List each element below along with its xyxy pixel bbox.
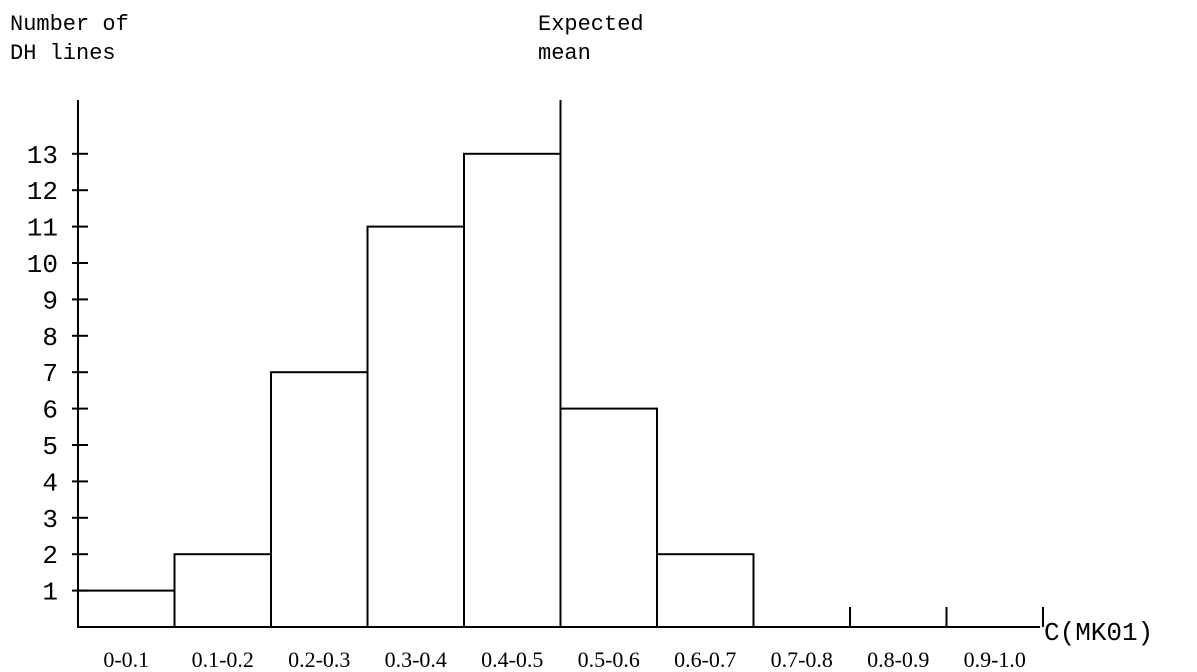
x-category-label-0.5-0.6: 0.5-0.6 <box>578 647 640 672</box>
x-category-label-0-0.1: 0-0.1 <box>103 647 149 672</box>
y-tick-label-6: 6 <box>42 396 58 426</box>
y-tick-label-4: 4 <box>42 468 58 498</box>
axes-group <box>77 100 1040 628</box>
bar-0.1-0.2 <box>173 553 272 629</box>
x-category-label-0.4-0.5: 0.4-0.5 <box>481 647 543 672</box>
bar-0.2-0.3 <box>270 371 369 629</box>
y-tick-label-8: 8 <box>42 323 58 353</box>
y-tick-label-12: 12 <box>27 177 58 207</box>
bar-0.4-0.5 <box>463 152 562 629</box>
x-category-label-0.7-0.8: 0.7-0.8 <box>771 647 833 672</box>
x-category-label-0.8-0.9: 0.8-0.9 <box>867 647 929 672</box>
x-category-label-0.6-0.7: 0.6-0.7 <box>674 647 736 672</box>
y-tick-label-9: 9 <box>42 286 58 316</box>
y-tick-label-3: 3 <box>42 505 58 535</box>
bars-group <box>77 152 755 629</box>
bar-0-0.1 <box>77 589 176 628</box>
bar-0.5-0.6 <box>559 407 658 628</box>
expected-mean-label-line1: Expected <box>538 12 644 37</box>
y-tick-label-1: 1 <box>42 578 58 608</box>
bar-0.6-0.7 <box>656 553 755 629</box>
y-tick-label-7: 7 <box>42 359 58 389</box>
x-category-label-0.2-0.3: 0.2-0.3 <box>288 647 350 672</box>
y-tick-label-5: 5 <box>42 432 58 462</box>
y-tick-label-11: 11 <box>27 214 58 244</box>
bar-0.3-0.4 <box>366 225 465 628</box>
x-ticks-group: 0-0.1 0.1-0.2 0.2-0.3 0.3-0.4 0.4-0.5 0.5-0.6… <box>103 607 1044 672</box>
y-tick-label-13: 13 <box>27 141 58 171</box>
x-category-label-0.1-0.2: 0.1-0.2 <box>192 647 254 672</box>
x-axis-label: C(MK01) <box>1044 618 1153 648</box>
y-tick-label-10: 10 <box>27 250 58 280</box>
x-category-label-0.9-1.0: 0.9-1.0 <box>964 647 1026 672</box>
y-axis-title-line1: Number of <box>10 12 129 37</box>
x-category-label-0.3-0.4: 0.3-0.4 <box>385 647 447 672</box>
y-axis-title-line2: DH lines <box>10 41 116 66</box>
y-tick-label-2: 2 <box>42 541 58 571</box>
expected-mean-label-line2: mean <box>538 41 591 66</box>
